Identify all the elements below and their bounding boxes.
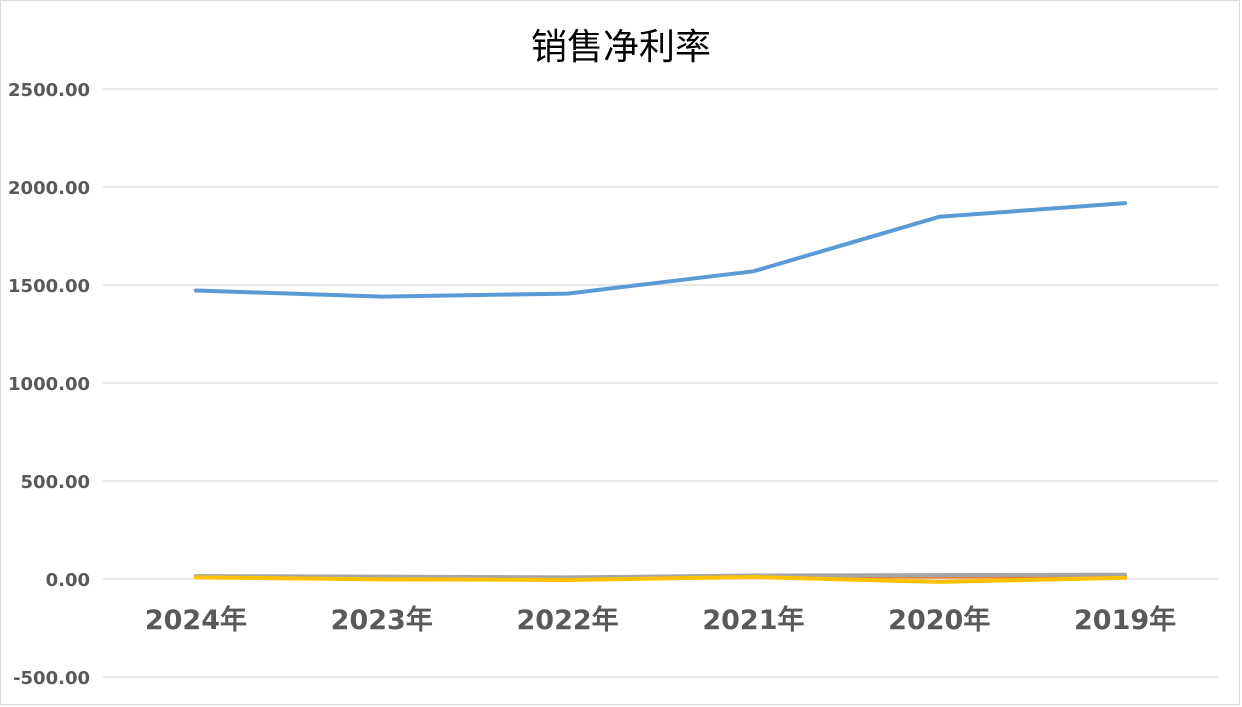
x-tick-label: 2022年 (517, 604, 619, 636)
series-line-3 (193, 572, 1128, 580)
series-line-1 (193, 201, 1128, 299)
x-tick-label: 2024年 (145, 604, 247, 636)
x-tick-label: 2019年 (1074, 604, 1176, 636)
y-tick-label: 1500.00 (8, 276, 90, 297)
y-tick-label: 500.00 (21, 472, 90, 493)
y-tick-label: 0.00 (46, 570, 90, 591)
x-axis-ticks: 2024年 2023年 2022年 2021年 2020年 2019年 (145, 604, 1176, 636)
gridlines (103, 88, 1218, 678)
series-lines (193, 201, 1128, 584)
chart-title: 销售净利率 (530, 27, 711, 68)
y-tick-label: -500.00 (13, 668, 90, 689)
series-line-4 (193, 575, 1128, 584)
x-tick-label: 2020年 (888, 604, 990, 636)
y-tick-label: 2500.00 (8, 80, 90, 101)
y-axis-ticks: 2500.00 2000.00 1500.00 1000.00 500.00 0.00 -5… (8, 80, 90, 689)
x-tick-label: 2021年 (702, 604, 804, 636)
y-tick-label: 2000.00 (8, 178, 90, 199)
x-tick-label: 2023年 (331, 604, 433, 636)
y-tick-label: 1000.00 (8, 374, 90, 395)
